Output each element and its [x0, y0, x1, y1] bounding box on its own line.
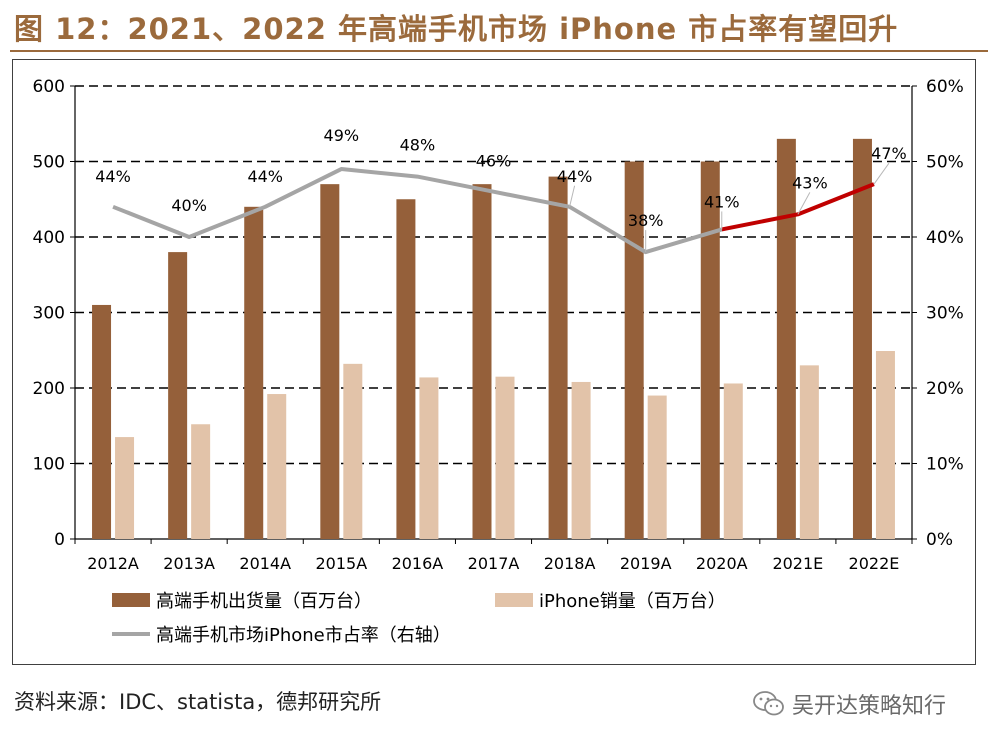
- bar-highend-shipments: [472, 184, 492, 539]
- legend-iphone-sales-swatch: [495, 593, 533, 607]
- share-data-label: 44%: [95, 167, 131, 186]
- share-label-leader: [797, 192, 811, 215]
- x-tick-label: 2019A: [620, 554, 672, 573]
- bar-highend-shipments: [624, 161, 644, 539]
- y2-tick-label: 50%: [926, 153, 964, 173]
- bar-highend-shipments: [320, 184, 340, 539]
- bar-iphone-sales: [875, 351, 895, 539]
- bar-highend-shipments: [244, 206, 264, 540]
- bar-iphone-sales: [267, 394, 287, 539]
- x-tick-label: 2016A: [392, 554, 444, 573]
- bar-highend-shipments: [700, 161, 720, 539]
- share-data-label: 43%: [792, 173, 828, 192]
- legend-highend-shipments-swatch: [112, 593, 150, 607]
- share-data-label: 46%: [476, 152, 512, 171]
- share-data-label: 40%: [171, 196, 207, 215]
- legend-iphone-sales-label: iPhone销量（百万台）: [539, 591, 726, 612]
- bar-highend-shipments: [396, 199, 416, 539]
- share-data-label: 48%: [400, 136, 436, 155]
- wechat-icon: [753, 691, 784, 716]
- x-tick-label: 2017A: [468, 554, 520, 573]
- bar-iphone-sales: [191, 424, 211, 539]
- bar-iphone-sales: [799, 365, 819, 539]
- y-tick-label: 500: [33, 153, 65, 173]
- bar-iphone-sales: [571, 381, 591, 539]
- bar-iphone-sales: [723, 383, 743, 539]
- share-data-label: 47%: [871, 144, 907, 163]
- y-tick-label: 100: [33, 455, 65, 475]
- share-data-label: 41%: [704, 192, 740, 211]
- share-label-leader: [873, 162, 890, 185]
- x-tick-label: 2013A: [163, 554, 215, 573]
- share-data-label: 44%: [557, 167, 593, 186]
- watermark: 吴开达策略知行: [752, 688, 946, 720]
- y-tick-label: 0: [54, 530, 65, 550]
- share-data-label: 49%: [324, 126, 360, 145]
- bar-iphone-sales: [419, 377, 439, 539]
- bar-iphone-sales: [115, 437, 135, 539]
- watermark-text: 吴开达策略知行: [792, 694, 947, 719]
- legend-iphone-share-label: 高端手机市场iPhone市占率（右轴）: [156, 625, 451, 646]
- y2-tick-label: 40%: [926, 228, 964, 248]
- bar-iphone-sales: [647, 395, 667, 539]
- y2-tick-label: 30%: [926, 304, 964, 324]
- share-data-label: 44%: [247, 167, 283, 186]
- bar-highend-shipments: [776, 138, 796, 539]
- chart-frame: [12, 59, 976, 665]
- y-tick-label: 300: [33, 304, 65, 324]
- x-tick-label: 2012A: [87, 554, 139, 573]
- share-line-historical: [112, 167, 723, 255]
- legend-highend-shipments-label: 高端手机出货量（百万台）: [156, 591, 372, 612]
- x-tick-label: 2018A: [544, 554, 596, 573]
- title-divider: [10, 50, 988, 52]
- x-tick-label: 2022E: [849, 554, 900, 573]
- y2-tick-label: 0%: [926, 530, 953, 550]
- bar-highend-shipments: [548, 176, 568, 539]
- y2-tick-label: 60%: [926, 77, 964, 97]
- bar-highend-shipments: [168, 252, 188, 539]
- figure-title: 图 12：2021、2022 年高端手机市场 iPhone 市占率有望回升: [14, 12, 899, 46]
- bar-highend-shipments: [852, 138, 872, 539]
- y-tick-label: 400: [33, 228, 65, 248]
- x-tick-label: 2020A: [696, 554, 748, 573]
- x-tick-label: 2014A: [239, 554, 291, 573]
- bar-iphone-sales: [343, 363, 363, 539]
- y2-tick-label: 20%: [926, 379, 964, 399]
- y-tick-label: 600: [33, 77, 65, 97]
- share-data-label: 38%: [628, 211, 664, 230]
- bar-iphone-sales: [495, 376, 515, 539]
- x-tick-label: 2015A: [315, 554, 367, 573]
- share-label-leader: [569, 185, 576, 207]
- y-tick-label: 200: [33, 379, 65, 399]
- x-tick-label: 2021E: [772, 554, 823, 573]
- y2-tick-label: 10%: [926, 455, 964, 475]
- bar-highend-shipments: [92, 304, 112, 539]
- source-note: 资料来源：IDC、statista，德邦研究所: [14, 690, 382, 714]
